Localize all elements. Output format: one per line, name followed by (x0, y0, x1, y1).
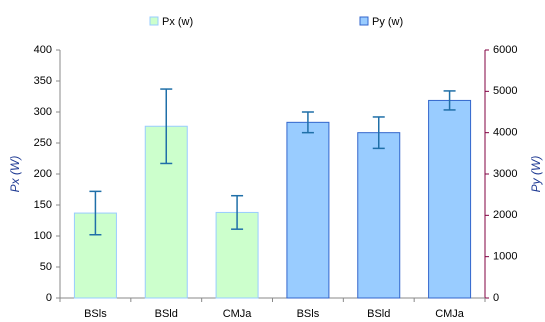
y-tick-label: 150 (34, 199, 52, 211)
x-tick-label: CMJa (223, 308, 253, 320)
y-axis-title: Px (W) (8, 156, 22, 193)
y-tick-label: 200 (34, 168, 52, 180)
error-bar (372, 116, 385, 150)
y2-tick-label: 4000 (493, 127, 517, 139)
y2-tick-label: 6000 (493, 44, 517, 56)
legend-swatch (359, 16, 369, 26)
y-tick-label: 0 (46, 292, 52, 304)
legend-swatch (149, 16, 159, 26)
y-tick-label: 300 (34, 106, 52, 118)
x-tick-label: BSld (367, 308, 390, 320)
bar (428, 99, 472, 299)
error-bar (231, 194, 244, 230)
y2-tick-label: 5000 (493, 85, 517, 97)
y2-tick-label: 3000 (493, 168, 517, 180)
bar (286, 121, 330, 299)
x-tick-label: CMJa (435, 308, 465, 320)
y-tick-label: 250 (34, 137, 52, 149)
y-tick-label: 350 (34, 75, 52, 87)
legend-label: Py (w) (372, 16, 403, 28)
y2-tick-label: 0 (493, 292, 499, 304)
y2-tick-label: 1000 (493, 251, 517, 263)
error-bar (301, 111, 314, 134)
error-bar (89, 190, 102, 236)
bar (357, 132, 401, 299)
y2-tick-label: 2000 (493, 209, 517, 221)
y2-axis-title: Py (W) (529, 156, 543, 193)
x-tick-label: BSld (155, 308, 178, 320)
y-tick-label: 50 (40, 261, 52, 273)
error-bar (443, 90, 456, 111)
error-bar (160, 88, 173, 165)
legend-label: Px (w) (162, 16, 193, 28)
x-tick-label: BSls (297, 308, 320, 320)
y-tick-label: 400 (34, 44, 52, 56)
x-tick-label: BSls (84, 308, 107, 320)
y-tick-label: 100 (34, 230, 52, 242)
